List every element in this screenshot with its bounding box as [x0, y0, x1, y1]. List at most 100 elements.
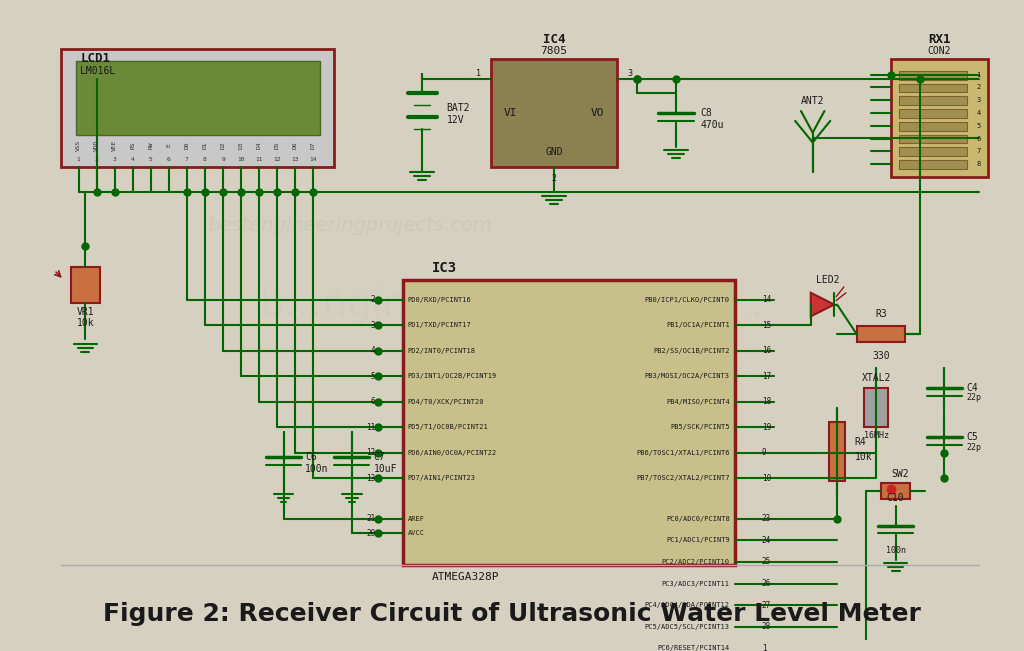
- Text: ATMEGA328P: ATMEGA328P: [432, 572, 500, 582]
- Text: PC1/ADC1/PCINT9: PC1/ADC1/PCINT9: [666, 537, 730, 544]
- Text: 12V: 12V: [446, 115, 464, 125]
- Text: VO: VO: [591, 108, 604, 118]
- Text: 20: 20: [366, 529, 376, 538]
- Text: 22p: 22p: [966, 443, 981, 452]
- Text: D5: D5: [274, 142, 280, 149]
- Text: 17: 17: [762, 372, 771, 381]
- Text: E: E: [166, 143, 171, 147]
- Bar: [899, 135, 967, 143]
- Text: C4: C4: [966, 383, 978, 393]
- Text: 3: 3: [628, 69, 632, 78]
- Text: PB2/SS/OC1B/PCINT2: PB2/SS/OC1B/PCINT2: [653, 348, 730, 353]
- Text: D2: D2: [220, 142, 225, 149]
- Bar: [402, 280, 734, 565]
- Bar: [71, 267, 100, 303]
- Text: R3: R3: [876, 309, 887, 320]
- Text: 14: 14: [762, 295, 771, 304]
- Bar: [899, 122, 967, 131]
- Text: RS: RS: [130, 142, 135, 149]
- Bar: [881, 483, 910, 499]
- Text: 28: 28: [762, 622, 771, 631]
- Text: 1: 1: [77, 157, 81, 161]
- Text: 4: 4: [371, 346, 376, 355]
- Text: 10uF: 10uF: [374, 464, 397, 474]
- Text: 470u: 470u: [700, 120, 724, 130]
- Text: 6: 6: [976, 135, 981, 141]
- Text: 8: 8: [203, 157, 207, 161]
- Bar: [891, 59, 988, 177]
- Text: PB0/ICP1/CLKO/PCINT0: PB0/ICP1/CLKO/PCINT0: [645, 297, 730, 303]
- Text: D0: D0: [184, 142, 189, 149]
- Text: C7: C7: [374, 452, 385, 462]
- Text: BAT2: BAT2: [446, 103, 470, 113]
- Bar: [899, 109, 967, 118]
- Text: 13: 13: [292, 157, 299, 161]
- Text: D4: D4: [257, 142, 262, 149]
- Text: 330: 330: [872, 351, 890, 361]
- Text: PD6/AIN0/OC0A/PCINT22: PD6/AIN0/OC0A/PCINT22: [408, 450, 497, 456]
- Text: D6: D6: [293, 142, 298, 149]
- Text: AREF: AREF: [408, 516, 425, 521]
- Text: 12: 12: [273, 157, 281, 161]
- Text: 12: 12: [366, 449, 376, 458]
- Text: RW: RW: [148, 142, 154, 149]
- Text: 2: 2: [976, 85, 981, 90]
- Text: PD1/TXD/PCINT17: PD1/TXD/PCINT17: [408, 322, 471, 328]
- Bar: [61, 49, 334, 167]
- Text: PC4/ADC4/SDA/PCINT12: PC4/ADC4/SDA/PCINT12: [645, 602, 730, 608]
- Text: b…ngineering…projects…: b…ngineering…projects…: [260, 286, 764, 324]
- Text: PB4/MISO/PCINT4: PB4/MISO/PCINT4: [666, 399, 730, 405]
- Text: AVCC: AVCC: [408, 531, 425, 536]
- Text: 5: 5: [371, 372, 376, 381]
- Text: 1: 1: [976, 72, 981, 77]
- Text: 14: 14: [309, 157, 317, 161]
- Text: 16: 16: [762, 346, 771, 355]
- Bar: [829, 422, 845, 481]
- Text: 16MHz: 16MHz: [863, 431, 889, 439]
- Text: PC2/ADC2/PCINT10: PC2/ADC2/PCINT10: [662, 559, 730, 565]
- Text: 22p: 22p: [966, 393, 981, 402]
- Text: 7805: 7805: [541, 46, 567, 56]
- Text: 19: 19: [762, 423, 771, 432]
- Text: 27: 27: [762, 601, 771, 610]
- Text: 5: 5: [976, 123, 981, 129]
- Text: 24: 24: [762, 536, 771, 545]
- Text: 11: 11: [255, 157, 263, 161]
- Text: 2: 2: [371, 295, 376, 304]
- Bar: [899, 71, 967, 79]
- Text: 100n: 100n: [305, 464, 329, 474]
- Text: 9: 9: [221, 157, 225, 161]
- Text: 9: 9: [762, 449, 767, 458]
- Text: 10: 10: [762, 474, 771, 483]
- Text: PB1/OC1A/PCINT1: PB1/OC1A/PCINT1: [666, 322, 730, 328]
- Text: 3: 3: [976, 97, 981, 104]
- Text: LM016L: LM016L: [81, 66, 116, 76]
- Text: 18: 18: [762, 397, 771, 406]
- Text: 2: 2: [552, 174, 556, 184]
- Text: VSS: VSS: [76, 140, 81, 151]
- Text: SW2: SW2: [892, 469, 909, 478]
- Text: 10: 10: [238, 157, 245, 161]
- Text: ANT2: ANT2: [801, 96, 824, 106]
- Text: PC6/RESET/PCINT14: PC6/RESET/PCINT14: [657, 645, 730, 651]
- Text: 15: 15: [762, 321, 771, 329]
- Text: 21: 21: [366, 514, 376, 523]
- Text: PD5/T1/OC0B/PCINT21: PD5/T1/OC0B/PCINT21: [408, 424, 488, 430]
- Text: IC3: IC3: [432, 261, 457, 275]
- Text: PB7/TOSC2/XTAL2/PCINT7: PB7/TOSC2/XTAL2/PCINT7: [636, 475, 730, 482]
- Text: 23: 23: [762, 514, 771, 523]
- Text: 7: 7: [185, 157, 188, 161]
- Text: D7: D7: [311, 142, 315, 149]
- Text: 4: 4: [976, 110, 981, 116]
- Text: C8: C8: [700, 108, 712, 118]
- Text: 4: 4: [131, 157, 134, 161]
- Text: PC5/ADC5/SCL/PCINT13: PC5/ADC5/SCL/PCINT13: [645, 624, 730, 630]
- Text: 13: 13: [366, 474, 376, 483]
- Bar: [899, 160, 967, 169]
- Text: 5: 5: [148, 157, 153, 161]
- Text: VI: VI: [504, 108, 517, 118]
- Text: LCD1: LCD1: [81, 53, 111, 66]
- Text: R4: R4: [855, 437, 866, 447]
- Text: LED2: LED2: [815, 275, 839, 285]
- Text: PD4/T0/XCK/PCINT20: PD4/T0/XCK/PCINT20: [408, 399, 484, 405]
